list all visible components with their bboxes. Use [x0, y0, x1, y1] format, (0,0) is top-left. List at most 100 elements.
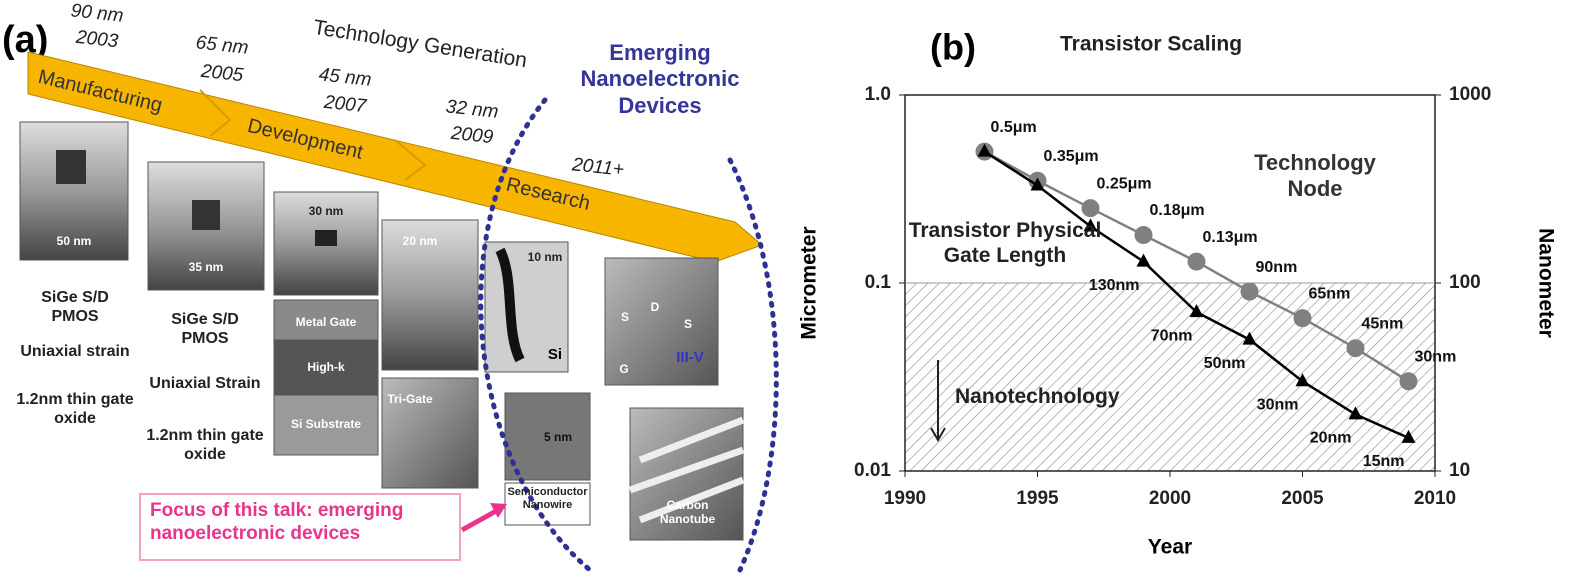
- timeline-arrow: [27, 51, 763, 263]
- tem-image: [381, 219, 479, 371]
- layer: [273, 299, 379, 341]
- layer-label: High-k: [307, 360, 345, 374]
- marker: [1083, 218, 1098, 232]
- shaded-region: [905, 283, 1435, 471]
- node: 32 nm: [445, 96, 500, 122]
- layer-label: Metal Gate: [296, 315, 357, 329]
- node: 45 nm: [318, 64, 373, 90]
- terminal: S: [621, 310, 629, 324]
- focus-arrow: [460, 507, 500, 533]
- data-label: 90nm: [1256, 259, 1298, 276]
- caption: SiGe S/D PMOS: [171, 311, 239, 348]
- scale: 50 nm: [57, 234, 92, 248]
- y2-tick-label: 100: [1449, 272, 1481, 293]
- marker: [1240, 282, 1259, 301]
- nanowire: [495, 247, 525, 363]
- layer: [273, 339, 379, 396]
- caption: Semiconductor Nanowire: [507, 486, 588, 512]
- series-label: Transistor Physical Gate Length: [908, 219, 1102, 268]
- terminal: S: [684, 317, 692, 331]
- data-label: 30nm: [1257, 397, 1299, 414]
- gate: [192, 200, 220, 230]
- y-axis-label: Micrometer: [798, 226, 821, 339]
- emerging-boundary: [727, 157, 779, 573]
- scale: 10 nm: [528, 250, 563, 264]
- scale: 35 nm: [189, 260, 224, 274]
- data-label: 70nm: [1151, 327, 1193, 344]
- year: 2009: [449, 123, 495, 148]
- y2-tick-label: 1000: [1449, 84, 1491, 105]
- focus-arrow-head: [490, 503, 507, 518]
- data-label: 50nm: [1204, 355, 1246, 372]
- sem-image: [604, 257, 719, 386]
- chart-title: Transistor Scaling: [1060, 33, 1242, 56]
- marker: [1030, 177, 1045, 191]
- marker: [1136, 253, 1151, 267]
- marker: [1293, 309, 1312, 328]
- caption: 1.2nm thin gate oxide: [16, 391, 134, 428]
- x-tick-label: 2005: [1281, 488, 1324, 509]
- x-tick-label: 2000: [1149, 488, 1191, 509]
- scale: 20 nm: [403, 234, 438, 248]
- y-tick-label: 1.0: [865, 84, 891, 105]
- scale: 5 nm: [544, 430, 572, 444]
- data-label: 0.5μm: [991, 119, 1037, 136]
- data-label: 30nm: [1415, 349, 1457, 366]
- data-label: 0.18μm: [1150, 202, 1205, 219]
- year: 2003: [74, 27, 120, 52]
- scale: 30 nm: [309, 204, 344, 218]
- data-label: 15nm: [1363, 453, 1405, 470]
- nanotubes: [628, 416, 745, 524]
- emerging-boundary: [478, 97, 593, 573]
- caption: Uniaxial strain: [20, 343, 130, 360]
- image-label: III-V: [676, 349, 704, 366]
- marker: [1187, 252, 1206, 271]
- node: 90 nm: [70, 0, 125, 26]
- data-label: 0.35μm: [1044, 148, 1099, 165]
- caption: Uniaxial Strain: [149, 375, 261, 392]
- y-tick-label: 0.01: [854, 460, 891, 481]
- gate: [315, 230, 337, 246]
- x-tick-label: 1995: [1016, 488, 1059, 509]
- down-arrow: [930, 360, 946, 442]
- panel-label: (a): [2, 19, 48, 61]
- image-label: Si: [548, 346, 562, 363]
- marker: [1348, 406, 1363, 420]
- y-tick-label: 0.1: [865, 272, 892, 293]
- terminal: D: [651, 300, 660, 314]
- marker: [1399, 372, 1418, 391]
- generation-title: Technology Generation: [312, 16, 529, 73]
- arrow-chevron: [394, 139, 427, 181]
- data-label: 0.25μm: [1097, 175, 1152, 192]
- image-label: Tri-Gate: [387, 392, 433, 406]
- y2-tick-label: 10: [1449, 460, 1470, 481]
- annotation: Nanotechnology: [955, 385, 1120, 408]
- emerging-label: Emerging Nanoelectronic Devices: [580, 40, 740, 118]
- marker: [977, 143, 992, 157]
- terminal: G: [619, 362, 628, 376]
- marker: [1189, 304, 1204, 318]
- year: 2007: [322, 92, 369, 118]
- tem-image: [484, 241, 569, 373]
- marker: [1134, 226, 1153, 245]
- sem-image: [381, 377, 479, 489]
- node: 65 nm: [195, 32, 250, 58]
- caption: Carbon Nanotube: [659, 498, 716, 527]
- data-label: 65nm: [1309, 285, 1351, 302]
- data-label: 20nm: [1310, 430, 1352, 447]
- data-label: 130nm: [1089, 277, 1140, 294]
- marker: [1401, 429, 1416, 443]
- year: 2005: [199, 61, 245, 86]
- tem-image: [19, 121, 129, 261]
- data-label: 0.13μm: [1203, 229, 1258, 246]
- tem-image: [504, 392, 591, 481]
- layer: [273, 394, 379, 456]
- layer-label: Si Substrate: [291, 417, 361, 431]
- gate: [56, 150, 86, 184]
- x-tick-label: 1990: [884, 488, 926, 509]
- marker: [1295, 373, 1310, 387]
- caption: 1.2nm thin gate oxide: [146, 427, 264, 464]
- marker: [1346, 339, 1365, 358]
- caption-box: [504, 482, 591, 526]
